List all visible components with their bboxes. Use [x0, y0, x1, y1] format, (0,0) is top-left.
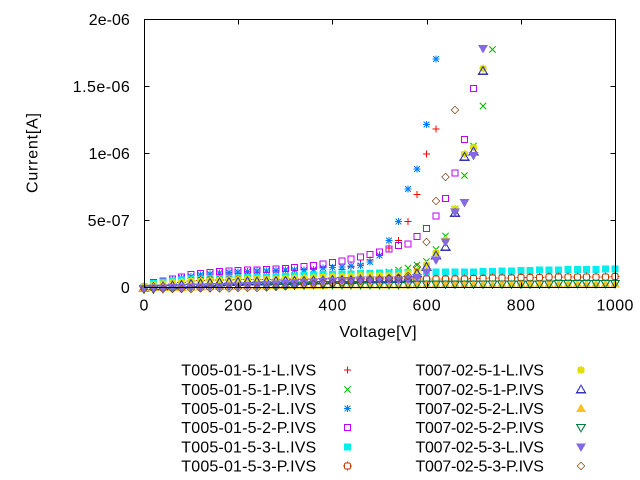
svg-text:800: 800: [507, 298, 535, 315]
svg-text:T005-01-5-3-P.IVS: T005-01-5-3-P.IVS: [181, 459, 316, 476]
svg-text:T007-02-5-2-P.IVS: T007-02-5-2-P.IVS: [416, 420, 544, 437]
svg-text:Voltage[V]: Voltage[V]: [339, 324, 416, 341]
svg-text:Current[A]: Current[A]: [25, 113, 42, 193]
svg-text:T005-01-5-2-L.IVS: T005-01-5-2-L.IVS: [181, 401, 316, 418]
svg-text:T007-02-5-1-L.IVS: T007-02-5-1-L.IVS: [416, 363, 544, 380]
svg-text:T007-02-5-2-L.IVS: T007-02-5-2-L.IVS: [416, 401, 544, 418]
svg-text:400: 400: [318, 298, 346, 315]
svg-text:0: 0: [121, 280, 130, 297]
svg-text:T007-02-5-3-P.IVS: T007-02-5-3-P.IVS: [416, 459, 544, 476]
svg-text:T005-01-5-1-P.IVS: T005-01-5-1-P.IVS: [181, 382, 316, 399]
svg-text:T005-01-5-1-L.IVS: T005-01-5-1-L.IVS: [181, 363, 316, 380]
svg-text:T007-02-5-3-L.IVS: T007-02-5-3-L.IVS: [416, 439, 544, 456]
svg-text:1e-06: 1e-06: [89, 146, 130, 163]
svg-text:5e-07: 5e-07: [88, 213, 130, 230]
svg-text:600: 600: [413, 298, 441, 315]
svg-text:1.5e-06: 1.5e-06: [73, 79, 130, 96]
svg-text:T005-01-5-2-P.IVS: T005-01-5-2-P.IVS: [181, 420, 316, 437]
svg-text:T005-01-5-3-L.IVS: T005-01-5-3-L.IVS: [181, 439, 316, 456]
svg-text:T007-02-5-1-P.IVS: T007-02-5-1-P.IVS: [416, 382, 544, 399]
svg-text:200: 200: [224, 298, 252, 315]
svg-text:2e-06: 2e-06: [89, 12, 130, 29]
svg-text:1000: 1000: [597, 298, 634, 315]
svg-text:0: 0: [140, 298, 149, 315]
